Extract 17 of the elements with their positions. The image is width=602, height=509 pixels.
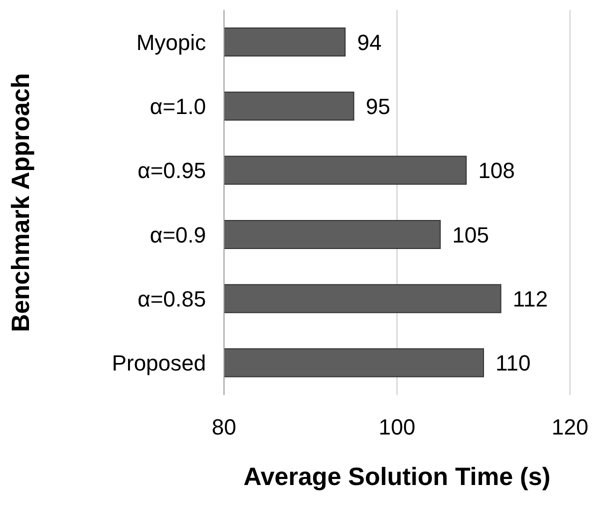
y-tick-label: Myopic	[136, 30, 206, 55]
data-label: 94	[357, 30, 382, 55]
y-tick-label: α=0.85	[138, 286, 206, 312]
y-tick-label: α=0.95	[138, 158, 206, 184]
y-tick-label: α=1.0	[150, 94, 206, 120]
x-axis-title: Average Solution Time (s)	[243, 463, 551, 491]
data-label: 105	[452, 222, 489, 248]
y-tick-label: α=0.9	[150, 222, 206, 248]
data-label: 112	[512, 286, 548, 312]
x-tick-label: 100	[378, 414, 416, 440]
x-tick-label: 120	[552, 414, 588, 440]
data-label: 108	[478, 158, 515, 184]
data-label: 110	[496, 350, 531, 376]
data-label: 95	[366, 94, 390, 119]
y-axis-title: Benchmark Approach	[6, 73, 35, 332]
y-tick-label: Proposed	[112, 350, 206, 376]
x-tick-label: 80	[212, 414, 236, 440]
